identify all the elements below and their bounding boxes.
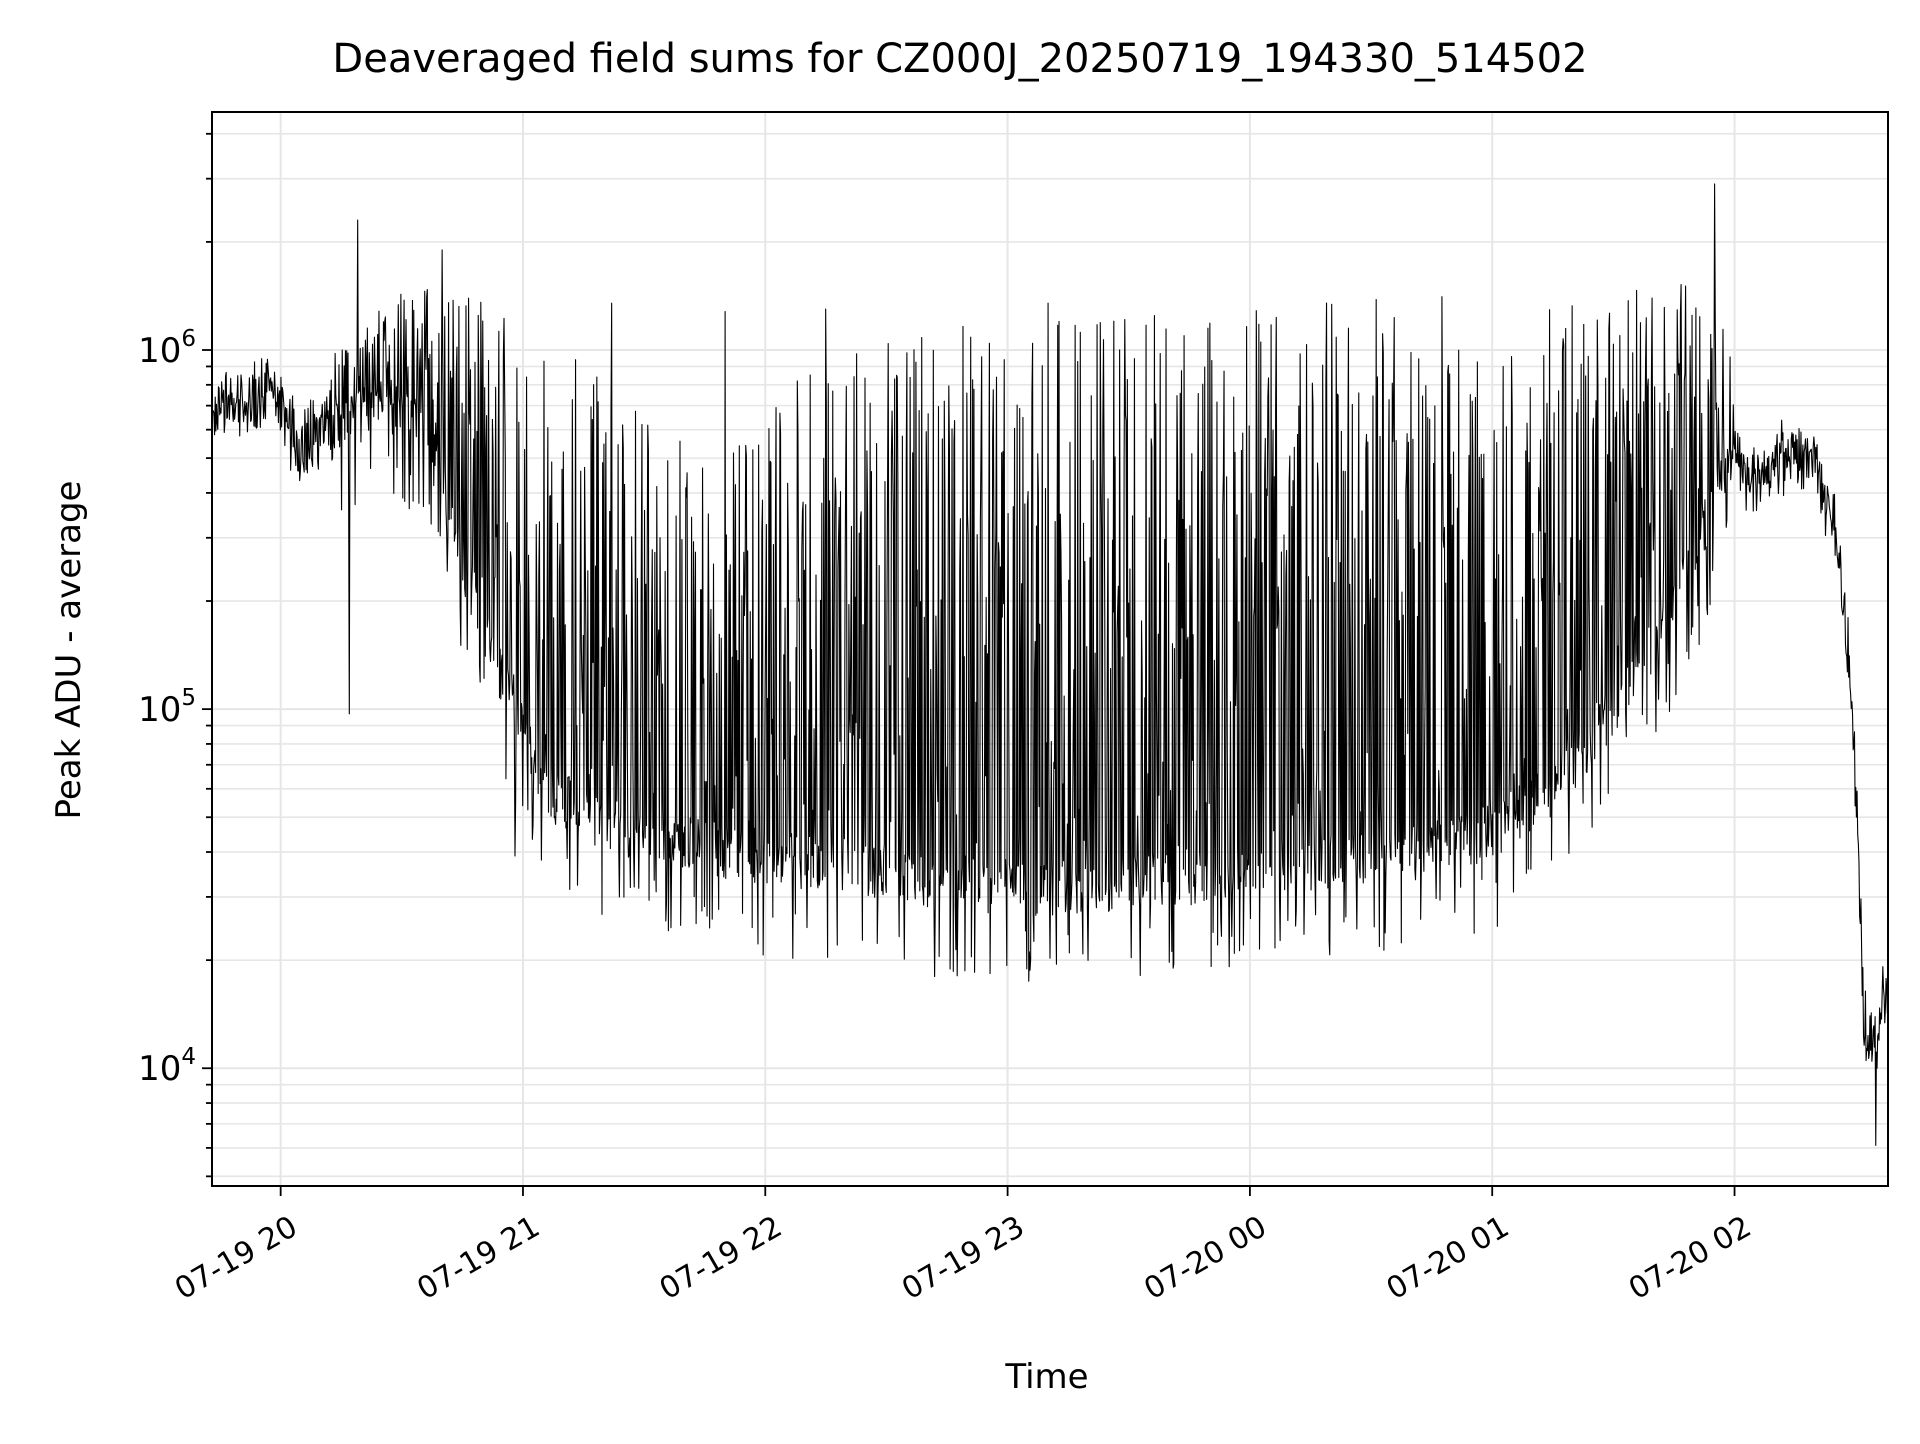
y-tick-label: 106 bbox=[138, 326, 196, 371]
y-tick-label: 104 bbox=[138, 1044, 196, 1089]
series-line bbox=[212, 183, 1888, 1146]
y-tick-label: 105 bbox=[138, 685, 196, 730]
y-axis-label: Peak ADU - average bbox=[49, 481, 89, 820]
plot-frame bbox=[211, 111, 1889, 1187]
chart-title: Deaveraged field sums for CZ000J_2025071… bbox=[332, 36, 1587, 82]
y-axis-ticks: 104 105 106 bbox=[138, 132, 212, 1178]
series-group bbox=[212, 183, 1888, 1146]
x-axis-label: Time bbox=[1004, 1357, 1088, 1397]
